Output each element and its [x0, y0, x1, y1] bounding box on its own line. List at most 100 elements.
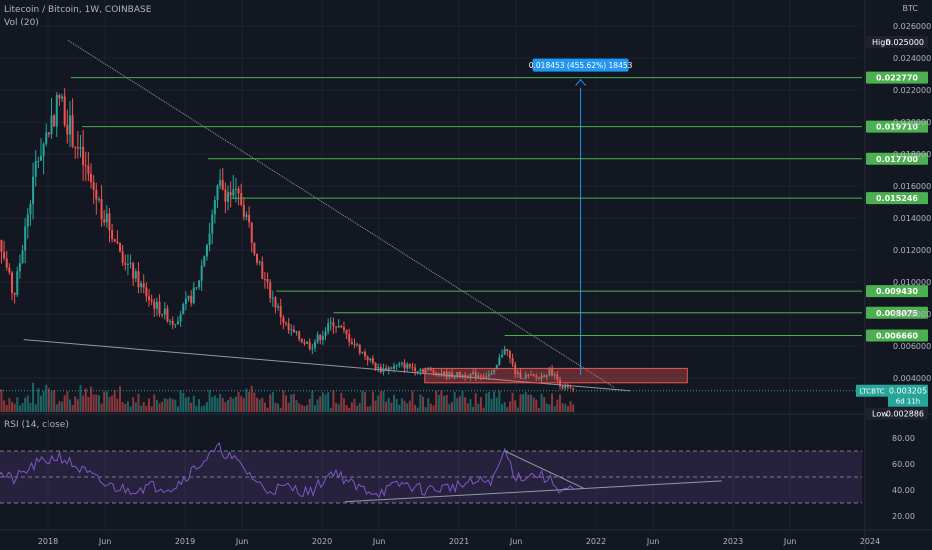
volume-bar [506, 407, 509, 412]
candle-body [224, 189, 227, 202]
volume-bar [508, 401, 511, 412]
volume-bar [205, 402, 208, 412]
candle-body [501, 354, 504, 358]
volume-bar [250, 385, 253, 412]
low-value: 0.002886 [886, 410, 924, 419]
volume-bar [429, 403, 432, 412]
candle-body [522, 378, 525, 380]
volume-bar [137, 393, 140, 412]
volume-bar [124, 403, 127, 412]
volume-bar [82, 395, 85, 412]
rsi-tick-label: 80.00 [892, 434, 915, 443]
candle-body [342, 327, 345, 331]
candle-body [474, 372, 477, 378]
candle-body [311, 347, 314, 349]
candle-body [13, 292, 16, 295]
candle-body [472, 372, 475, 374]
volume-bar [256, 397, 259, 412]
volume-bar [445, 394, 448, 412]
candle-body [303, 342, 306, 344]
candle-body [369, 358, 372, 361]
candle-body [161, 314, 164, 316]
volume-bar [68, 399, 71, 412]
volume-bar [482, 407, 485, 412]
candle-body [119, 242, 122, 252]
candle-body [147, 296, 150, 300]
candle-body [421, 369, 424, 373]
candle-body [105, 213, 108, 223]
volume-bar [242, 398, 245, 412]
candle-body [324, 331, 327, 337]
candle-body [332, 322, 335, 327]
candle-body [132, 263, 135, 279]
volume-bar [556, 399, 559, 412]
volume-bar [342, 398, 345, 412]
candle-body [82, 146, 85, 166]
price-tick-label: 0.018000 [893, 150, 931, 159]
candle-body [253, 242, 256, 254]
level-price-label: 0.019710 [876, 123, 918, 132]
volume-bar [0, 389, 3, 412]
volume-bar [232, 398, 235, 412]
volume-bar [140, 405, 143, 412]
volume-bar [116, 398, 119, 412]
price-tick-label: 0.026000 [893, 22, 931, 31]
volume-bar [406, 403, 409, 412]
candle-body [532, 374, 535, 376]
candle-body [240, 193, 243, 205]
candle-body [0, 240, 3, 253]
volume-bar [240, 396, 243, 412]
candle-body [398, 363, 401, 366]
volume-bar [522, 394, 525, 412]
candle-body [335, 326, 338, 328]
candle-body [258, 261, 261, 263]
volume-bar [198, 399, 201, 412]
volume-bar [39, 395, 42, 412]
candle-body [187, 295, 190, 299]
candle-body [95, 189, 98, 200]
candle-body [29, 203, 32, 215]
volume-bar [395, 398, 398, 412]
price-tick-label: 0.008000 [893, 310, 931, 319]
volume-bar [161, 401, 164, 412]
volume-bar [377, 395, 380, 412]
volume-bar [269, 394, 272, 412]
candle-body [37, 160, 40, 162]
candle-body [16, 271, 19, 295]
volume-bar [374, 400, 377, 412]
volume-bar [200, 406, 203, 412]
candle-body [279, 306, 282, 318]
candle-body [350, 342, 353, 345]
candle-body [53, 115, 56, 127]
chart-title: Litecoin / Bitcoin, 1W, COINBASE [4, 5, 152, 15]
candle-body [195, 287, 198, 289]
volume-bar [408, 400, 411, 412]
volume-bar [150, 406, 153, 412]
volume-bar [535, 399, 538, 412]
volume-bar [337, 404, 340, 412]
candle-body [121, 251, 124, 263]
volume-bar [514, 400, 517, 412]
volume-bar [61, 401, 64, 412]
volume-bar [53, 390, 56, 412]
candle-body [39, 155, 42, 161]
level-price-label: 0.015246 [876, 194, 918, 203]
candle-body [155, 301, 158, 309]
candle-body [58, 94, 61, 99]
volume-bar [142, 401, 145, 412]
volume-bar [356, 405, 359, 412]
volume-bar [66, 391, 69, 412]
candle-body [26, 214, 29, 227]
volume-bar [58, 400, 61, 412]
candle-body [50, 115, 53, 135]
time-tick-label: 2022 [586, 537, 606, 546]
volume-bar [371, 391, 374, 412]
volume-bar [163, 398, 166, 412]
volume-bar [419, 394, 422, 412]
candle-body [453, 376, 456, 378]
volume-bar [461, 391, 464, 412]
time-axis: 2018 Jun 2019 Jun 2020 Jun 2021 Jun 2022 Jun 2023 J… [38, 537, 880, 546]
candle-body [92, 182, 95, 190]
level-price-tag [866, 329, 928, 342]
